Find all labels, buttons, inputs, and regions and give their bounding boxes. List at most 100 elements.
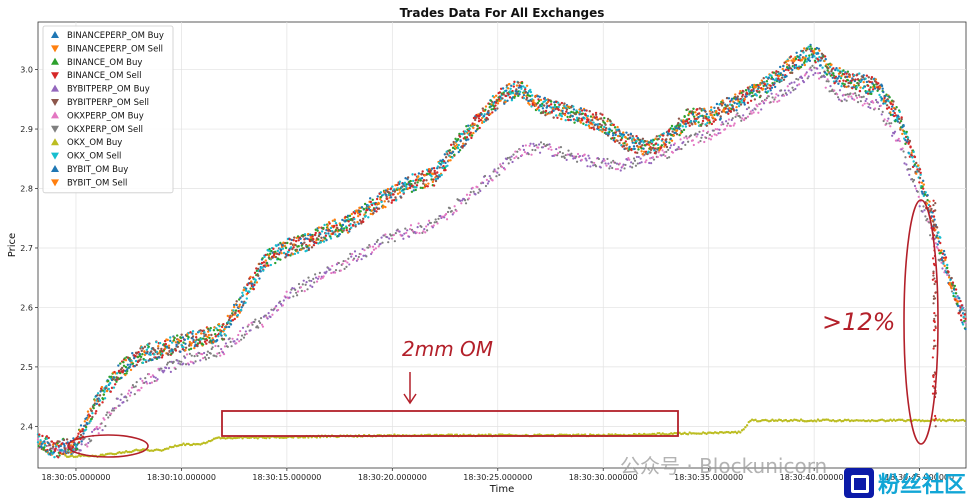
- trade-point: [475, 113, 478, 117]
- trade-point: [452, 140, 455, 144]
- trade-point-wick: [932, 203, 935, 207]
- trade-point: [887, 117, 890, 120]
- trade-point: [602, 128, 605, 131]
- trade-point: [370, 251, 374, 254]
- trade-point: [501, 162, 505, 165]
- trade-point: [317, 234, 321, 238]
- trade-point: [381, 241, 384, 244]
- trade-point: [838, 66, 841, 70]
- trade-point: [758, 91, 761, 94]
- trade-point: [765, 84, 768, 87]
- trade-point: [231, 313, 235, 316]
- trade-point: [603, 116, 606, 120]
- trade-point: [799, 65, 803, 69]
- trade-point: [143, 381, 146, 384]
- trade-point: [529, 90, 533, 94]
- trade-point: [517, 157, 520, 160]
- trade-point: [446, 164, 449, 167]
- trade-point: [847, 95, 850, 98]
- trade-point: [873, 85, 876, 88]
- trade-point-wick: [932, 199, 935, 202]
- legend-marker: [51, 179, 59, 187]
- trade-point: [58, 440, 61, 443]
- trade-point: [235, 300, 238, 303]
- trade-point: [665, 140, 668, 144]
- trade-point: [193, 346, 196, 350]
- trade-point: [827, 80, 830, 83]
- trade-point: [910, 151, 913, 154]
- trade-point: [410, 190, 414, 194]
- trade-point: [176, 345, 180, 348]
- trade-point: [888, 122, 891, 125]
- trade-point: [342, 259, 345, 263]
- trade-point: [816, 67, 819, 70]
- trade-point: [772, 100, 775, 103]
- trade-point: [450, 209, 453, 213]
- trade-point: [269, 263, 273, 267]
- trade-point: [179, 336, 183, 340]
- trade-point: [191, 335, 195, 338]
- trade-point: [311, 285, 314, 288]
- trade-point: [184, 349, 187, 352]
- trade-point: [246, 325, 249, 328]
- trade-point: [334, 228, 338, 232]
- trade-point: [717, 112, 721, 115]
- trade-point: [261, 325, 265, 328]
- trade-point: [919, 173, 922, 176]
- trade-point: [599, 112, 602, 115]
- trade-point: [825, 73, 829, 76]
- trade-point: [418, 177, 422, 180]
- trade-point: [492, 96, 496, 99]
- trade-point: [94, 412, 97, 415]
- trade-point: [255, 269, 259, 273]
- trade-point: [522, 96, 526, 100]
- trade-point: [301, 283, 304, 286]
- trade-point: [467, 124, 470, 127]
- trade-point: [143, 345, 147, 349]
- trade-point: [671, 151, 675, 154]
- trade-point: [922, 205, 925, 208]
- trade-point: [406, 187, 410, 190]
- trade-point: [557, 105, 560, 109]
- trade-point: [902, 150, 905, 153]
- trade-point: [401, 185, 404, 188]
- trade-point: [595, 115, 598, 119]
- trade-point: [589, 115, 593, 118]
- trade-point: [947, 270, 950, 274]
- trade-point: [525, 84, 529, 87]
- trade-point: [245, 297, 248, 300]
- trade-point: [744, 89, 748, 92]
- trade-point: [291, 247, 294, 251]
- trade-point: [229, 340, 232, 343]
- trade-point: [553, 105, 557, 109]
- trade-point: [750, 112, 753, 115]
- trade-point-okx: [928, 419, 931, 423]
- trade-point: [155, 350, 159, 354]
- trade-point: [952, 294, 955, 298]
- trade-point: [787, 89, 790, 92]
- trade-point: [789, 55, 793, 58]
- trade-point: [331, 264, 334, 268]
- trade-point: [522, 85, 525, 88]
- trade-point: [235, 303, 238, 307]
- trade-point: [270, 249, 273, 253]
- trade-point: [145, 348, 149, 351]
- trade-point: [288, 238, 292, 241]
- community-badge: 粉丝社区: [843, 467, 966, 499]
- trade-point: [320, 230, 324, 233]
- trade-point: [238, 340, 241, 343]
- trade-point: [637, 155, 640, 159]
- trade-point: [840, 100, 843, 103]
- trade-point: [464, 142, 467, 146]
- trade-point: [919, 171, 922, 175]
- trade-point: [855, 86, 858, 89]
- trade-point: [889, 111, 892, 114]
- trade-point: [638, 162, 641, 165]
- trade-point: [701, 133, 704, 137]
- trade-point: [854, 92, 857, 95]
- trade-point: [843, 85, 846, 88]
- trade-point: [569, 118, 572, 122]
- trade-point: [332, 224, 336, 228]
- trade-point: [217, 322, 221, 326]
